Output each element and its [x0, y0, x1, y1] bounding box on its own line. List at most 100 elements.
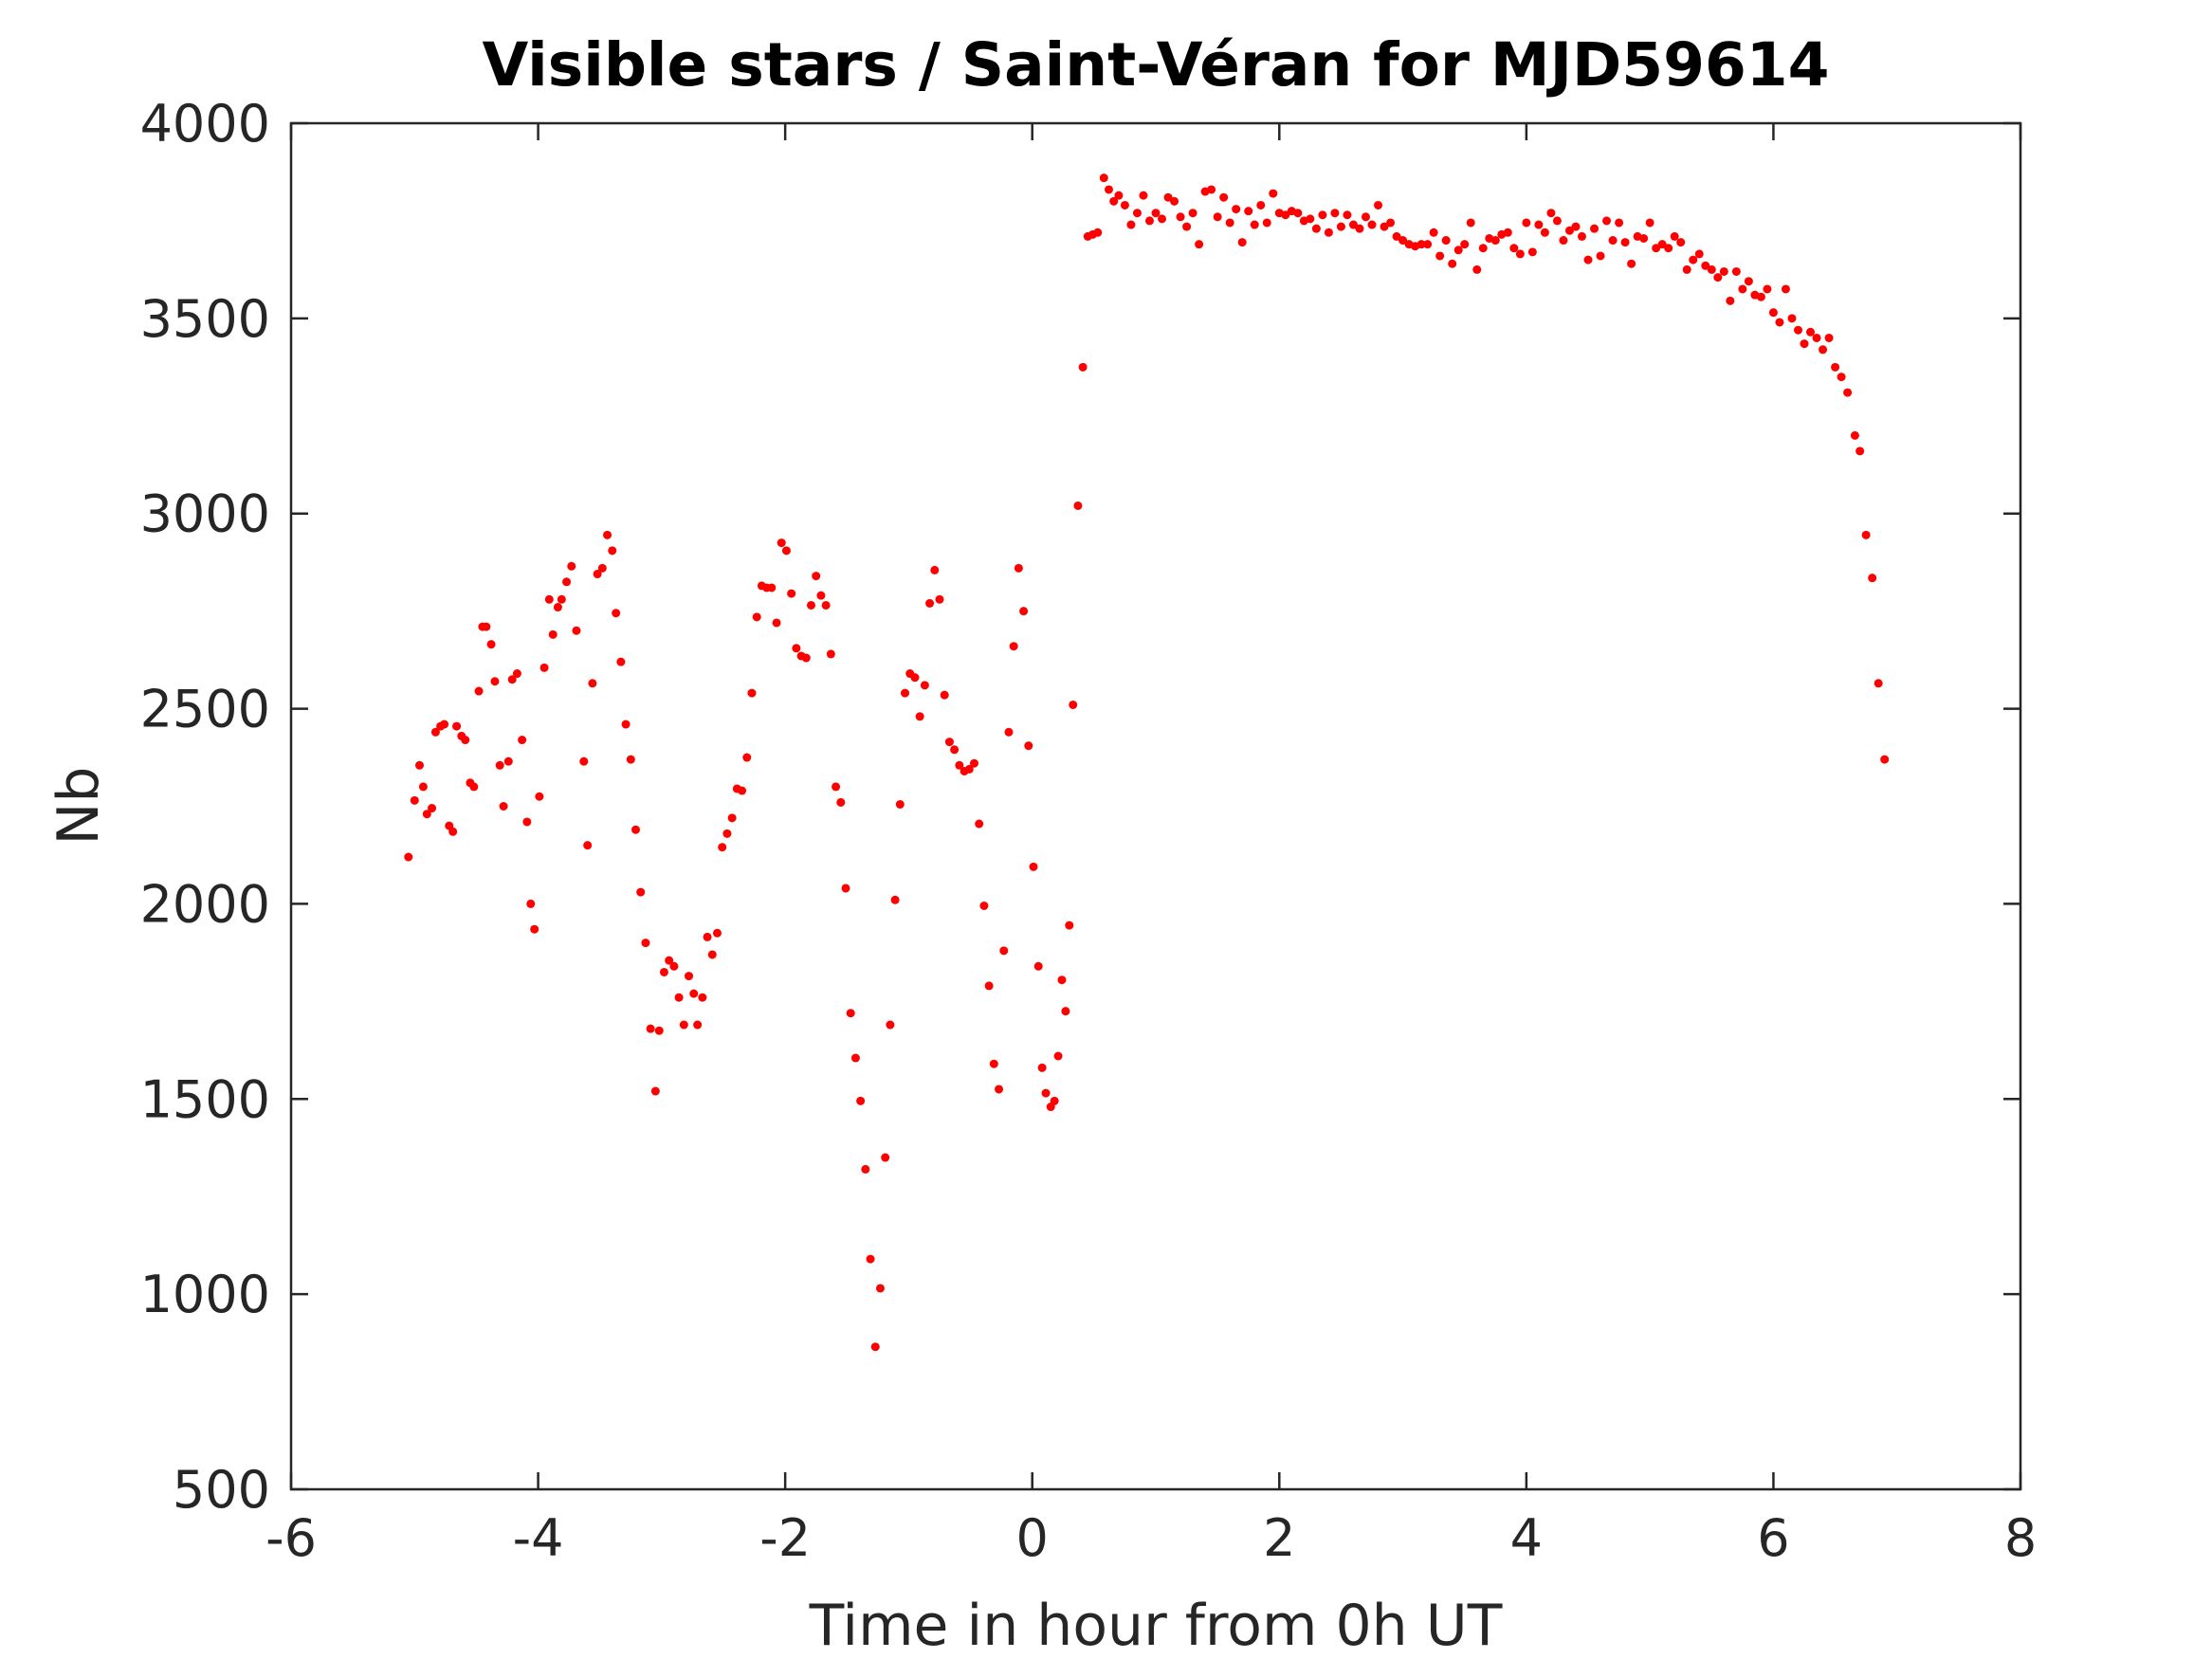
- data-point: [567, 561, 576, 571]
- data-point: [1195, 240, 1204, 249]
- data-point: [801, 653, 811, 663]
- data-point: [964, 764, 974, 774]
- data-point: [654, 1026, 664, 1035]
- data-point: [674, 993, 684, 1002]
- data-point: [1719, 266, 1728, 276]
- data-point: [1037, 1063, 1047, 1072]
- data-point: [1608, 236, 1618, 246]
- data-point: [1559, 236, 1568, 246]
- data-point: [1781, 284, 1790, 294]
- data-point: [1232, 205, 1241, 214]
- data-point: [832, 782, 841, 792]
- data-point: [703, 932, 712, 941]
- data-point: [410, 795, 419, 805]
- data-point: [940, 690, 949, 700]
- data-point: [1441, 236, 1451, 246]
- data-point: [1689, 255, 1698, 264]
- data-point: [603, 530, 612, 539]
- data-point: [781, 546, 791, 556]
- data-point: [1831, 362, 1840, 372]
- data-point: [1250, 220, 1259, 229]
- data-point: [861, 1164, 870, 1174]
- data-point: [747, 688, 757, 698]
- data-point: [850, 1053, 860, 1063]
- data-point: [1726, 296, 1735, 305]
- data-point: [1132, 209, 1142, 218]
- data-point: [1546, 209, 1556, 218]
- data-point: [659, 967, 668, 976]
- data-point: [583, 841, 593, 850]
- data-point: [1163, 192, 1173, 202]
- data-point: [448, 827, 458, 836]
- data-point: [579, 757, 589, 766]
- data-point: [461, 736, 470, 745]
- data-point: [1577, 231, 1586, 241]
- data-point: [1731, 266, 1741, 276]
- data-point: [1850, 430, 1859, 440]
- data-point: [1707, 264, 1716, 274]
- data-point: [1269, 189, 1278, 198]
- data-point: [1262, 218, 1271, 228]
- data-point: [1170, 196, 1179, 206]
- data-point: [1392, 231, 1401, 241]
- data-point: [1069, 700, 1078, 709]
- data-point: [503, 757, 513, 766]
- data-point: [1293, 209, 1303, 218]
- data-point: [1256, 200, 1266, 210]
- chart-title: Visible stars / Saint-Véran for MJD59614: [483, 30, 1830, 100]
- data-point: [1763, 284, 1772, 294]
- data-point: [910, 673, 920, 683]
- data-point: [1453, 246, 1463, 255]
- data-point: [1014, 563, 1023, 573]
- y-axis: 500 1000 1500 2000 2500 3000 3500 4000: [140, 94, 2020, 1520]
- data-point: [955, 760, 964, 770]
- data-point: [935, 594, 944, 604]
- data-point: [975, 819, 984, 829]
- data-point: [418, 782, 428, 792]
- data-point: [1099, 173, 1108, 183]
- data-point: [1336, 222, 1345, 231]
- data-point: [1812, 333, 1821, 342]
- data-point: [440, 720, 449, 729]
- data-point: [1615, 218, 1624, 228]
- data-point: [772, 618, 781, 628]
- data-point: [767, 583, 777, 592]
- data-point: [1029, 862, 1038, 871]
- data-point: [641, 939, 650, 948]
- data-point: [1652, 244, 1661, 253]
- data-point: [712, 928, 722, 938]
- data-point: [1503, 228, 1512, 237]
- data-point: [1151, 209, 1161, 218]
- data-point: [1564, 226, 1574, 235]
- data-point: [1361, 212, 1370, 222]
- data-point: [1682, 264, 1691, 274]
- y-tick-label: 3000: [140, 484, 270, 544]
- data-point: [1552, 216, 1562, 226]
- data-point: [414, 760, 424, 770]
- data-point: [807, 600, 816, 610]
- x-tick-label: -4: [513, 1508, 564, 1568]
- data-point: [1398, 236, 1408, 246]
- data-point: [1041, 1088, 1051, 1098]
- data-point: [572, 626, 581, 635]
- x-tick-label: 0: [1016, 1508, 1049, 1568]
- data-point: [979, 901, 989, 910]
- data-point: [792, 644, 801, 653]
- data-point: [1061, 1007, 1070, 1016]
- data-point: [1768, 308, 1778, 318]
- data-point: [422, 810, 431, 819]
- data-point: [1627, 259, 1636, 268]
- data-point: [1744, 277, 1753, 286]
- data-point: [1880, 755, 1890, 764]
- data-point: [474, 686, 484, 696]
- data-point: [841, 884, 850, 893]
- data-point: [995, 1085, 1004, 1094]
- data-point: [490, 677, 500, 686]
- data-point: [608, 546, 617, 556]
- data-point: [512, 669, 521, 679]
- data-point: [1843, 388, 1853, 397]
- scatter-points: [404, 173, 1890, 1352]
- data-point: [1800, 339, 1809, 349]
- data-point: [1664, 244, 1673, 253]
- data-point: [1571, 222, 1581, 231]
